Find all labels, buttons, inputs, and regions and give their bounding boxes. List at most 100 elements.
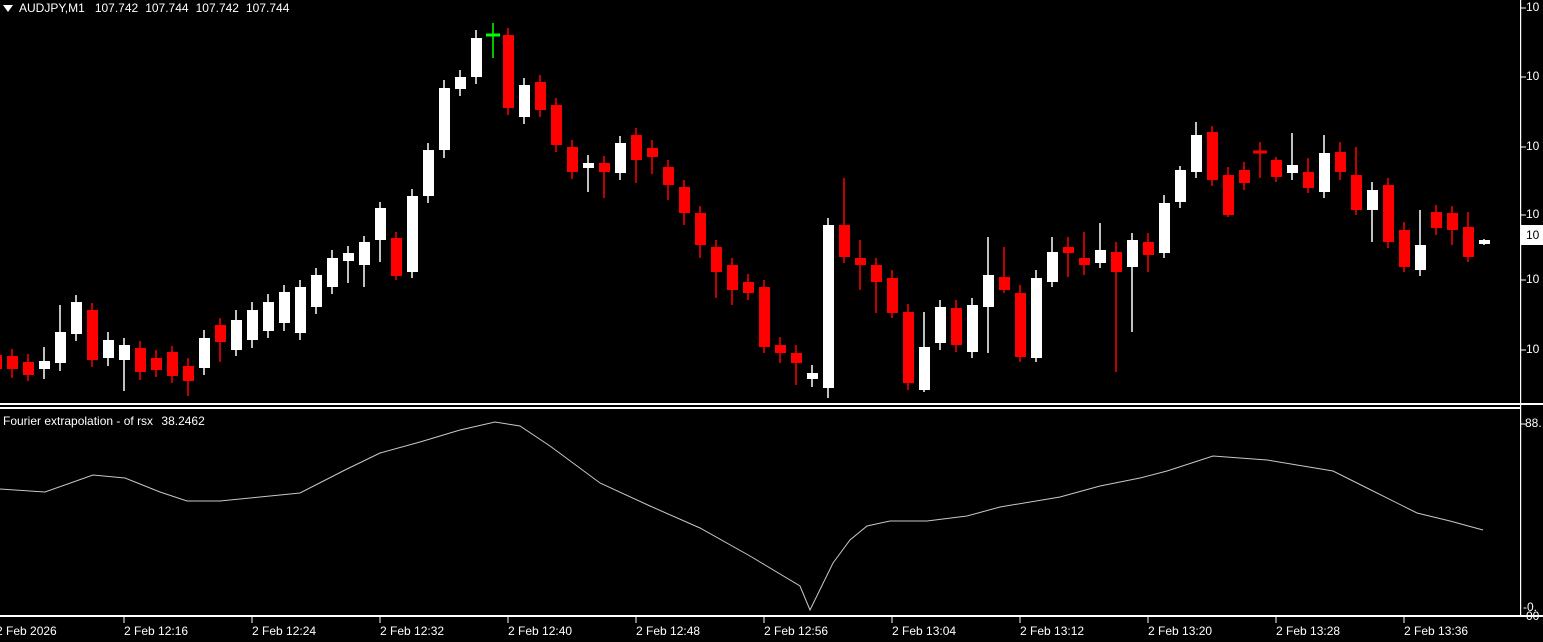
candle (711, 240, 722, 298)
quote-value: 107.742 (94, 1, 139, 15)
candle-body (455, 77, 466, 89)
candle (1031, 270, 1042, 362)
price-axis[interactable]: 10 10 10 10 10 10 10 88. -0. 00 (1521, 0, 1543, 623)
candle (935, 300, 946, 350)
candle-body (503, 35, 514, 108)
time-axis-label: 2 Feb 13:04 (892, 624, 957, 638)
candle-body (759, 287, 770, 347)
candle (1127, 233, 1138, 332)
time-axis[interactable]: 2 Feb 2026 2 Feb 12:16 2 Feb 12:24 2 Feb 12… (0, 617, 1543, 642)
candle-body (1159, 203, 1170, 253)
candle-body (375, 208, 386, 240)
candle-body (1079, 258, 1090, 265)
candle-body (1223, 175, 1234, 215)
candle-body (1319, 153, 1330, 192)
time-axis-label: 2 Feb 12:40 (508, 624, 573, 638)
candle-body (279, 292, 290, 323)
candle (535, 75, 546, 117)
candle-body (1111, 252, 1122, 272)
candle (759, 280, 770, 353)
candle (903, 304, 914, 390)
candle-body (663, 167, 674, 185)
candle (1431, 205, 1442, 235)
candle-body (1479, 240, 1490, 244)
candle (119, 338, 130, 391)
candle (1447, 206, 1458, 245)
candle (247, 302, 258, 348)
candle-wick (347, 246, 349, 283)
candle-body (103, 340, 114, 358)
candle (1399, 222, 1410, 272)
candle-body (343, 253, 354, 261)
time-tick (763, 617, 765, 623)
panel-separator-line-2[interactable] (0, 407, 1521, 409)
candle-body (1383, 185, 1394, 242)
price-axis-label: 10 (1526, 272, 1540, 286)
candle (87, 303, 98, 367)
candle (999, 247, 1010, 293)
candle (311, 268, 322, 314)
candle (23, 354, 34, 381)
candle-body (1431, 212, 1442, 228)
candle (295, 280, 306, 340)
candle (679, 180, 690, 225)
candle (567, 140, 578, 179)
price-tick (1520, 214, 1526, 216)
candle-wick (1083, 232, 1085, 275)
candle-body (535, 82, 546, 110)
candle-body (583, 163, 594, 168)
indicator-title: Fourier extrapolation - of rsx 38.2462 (3, 414, 205, 428)
price-axis-line (1520, 0, 1522, 617)
candle-body (855, 258, 866, 265)
candle-body (1399, 230, 1410, 267)
indicator-line (0, 421, 1484, 612)
time-axis-label: 2 Feb 13:28 (1276, 624, 1341, 638)
candle-body (183, 366, 194, 381)
price-tick (1520, 349, 1526, 351)
candle (727, 258, 738, 305)
candle-body (615, 143, 626, 173)
red-cross-marker (1253, 142, 1267, 178)
candle-body (119, 345, 130, 360)
candle-body (695, 213, 706, 245)
candle-wick (843, 178, 845, 263)
candle-body (7, 356, 18, 369)
price-axis-label: 10 (1526, 342, 1540, 356)
candle-wick (1131, 233, 1133, 332)
indicator-bottom-border (0, 615, 1543, 617)
candle (743, 274, 754, 300)
candle-body (1095, 250, 1106, 263)
candle-body (151, 358, 162, 370)
candle (391, 232, 402, 280)
candle (1335, 142, 1346, 180)
candle (0, 355, 2, 369)
symbol-dropdown-icon[interactable] (3, 4, 13, 12)
quote-value: 107.744 (245, 1, 290, 15)
candle (503, 28, 514, 115)
candle (1319, 135, 1330, 198)
price-tick (1520, 146, 1526, 148)
candle (1095, 223, 1106, 268)
candle-body (1463, 227, 1474, 257)
candle (439, 80, 450, 158)
time-axis-label: 2 Feb 13:20 (1148, 624, 1213, 638)
candle (279, 285, 290, 331)
candle-body (247, 310, 258, 340)
current-price-badge: 10 (1521, 225, 1543, 245)
candle (1367, 182, 1378, 242)
panel-separator-line-1[interactable] (0, 403, 1543, 405)
time-tick (123, 617, 125, 623)
candle (1303, 158, 1314, 193)
candle-body (263, 302, 274, 331)
candle (887, 270, 898, 318)
candle (663, 160, 674, 200)
candle-body (439, 88, 450, 150)
candle-body (391, 238, 402, 276)
candle (967, 298, 978, 358)
indicator-scale-label: -0. (1523, 600, 1538, 614)
candle-wick (1419, 210, 1421, 276)
candle-wick (1115, 242, 1117, 372)
candle-body (791, 353, 802, 363)
candle-body (295, 287, 306, 333)
